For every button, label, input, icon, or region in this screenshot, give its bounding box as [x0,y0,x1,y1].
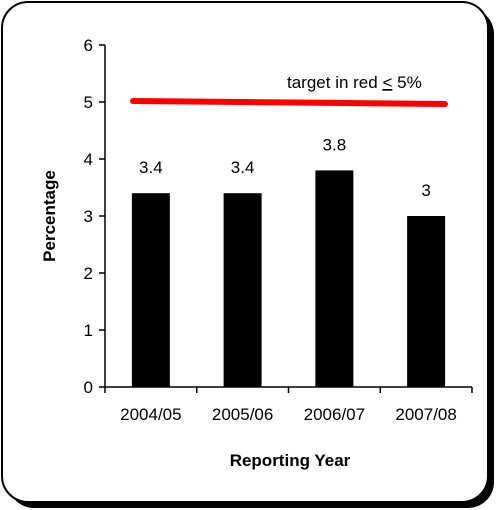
y-axis-title: Percentage [40,170,59,262]
bar-2007/08 [407,216,446,387]
y-tick-label: 1 [84,321,93,340]
y-tick-label: 3 [84,207,93,226]
x-tick-label-2004/05: 2004/05 [120,405,181,424]
data-label-2005/06: 3.4 [231,158,255,177]
target-line [130,98,448,107]
target-label: target in red < 5% [287,73,422,92]
bar-2005/06 [223,193,262,387]
data-label-2007/08: 3 [421,181,430,200]
target-label-symbol: < [382,73,392,92]
bars [131,170,446,387]
value-labels: 3.4 3.4 3.8 3 [139,135,431,200]
y-tick-label: 4 [84,150,93,169]
data-label-2006/07: 3.8 [323,135,347,154]
x-axis-title: Reporting Year [230,451,351,470]
y-tick-label: 0 [84,378,93,397]
x-tick-label-2006/07: 2006/07 [304,405,365,424]
x-ticks [104,387,473,393]
y-ticks: 0 1 2 3 4 5 6 [84,36,105,397]
target-label-suffix: 5% [392,73,421,92]
y-tick-label: 5 [84,93,93,112]
x-tick-label-2005/06: 2005/06 [212,405,273,424]
bar-2004/05 [131,193,170,387]
target-label-prefix: target in red [287,73,382,92]
x-tick-labels: 2004/05 2005/06 2006/07 2007/08 [120,405,457,424]
x-tick-label-2007/08: 2007/08 [395,405,456,424]
data-label-2004/05: 3.4 [139,158,163,177]
bar-2006/07 [315,170,354,387]
y-tick-label: 6 [84,36,93,55]
y-tick-label: 2 [84,264,93,283]
